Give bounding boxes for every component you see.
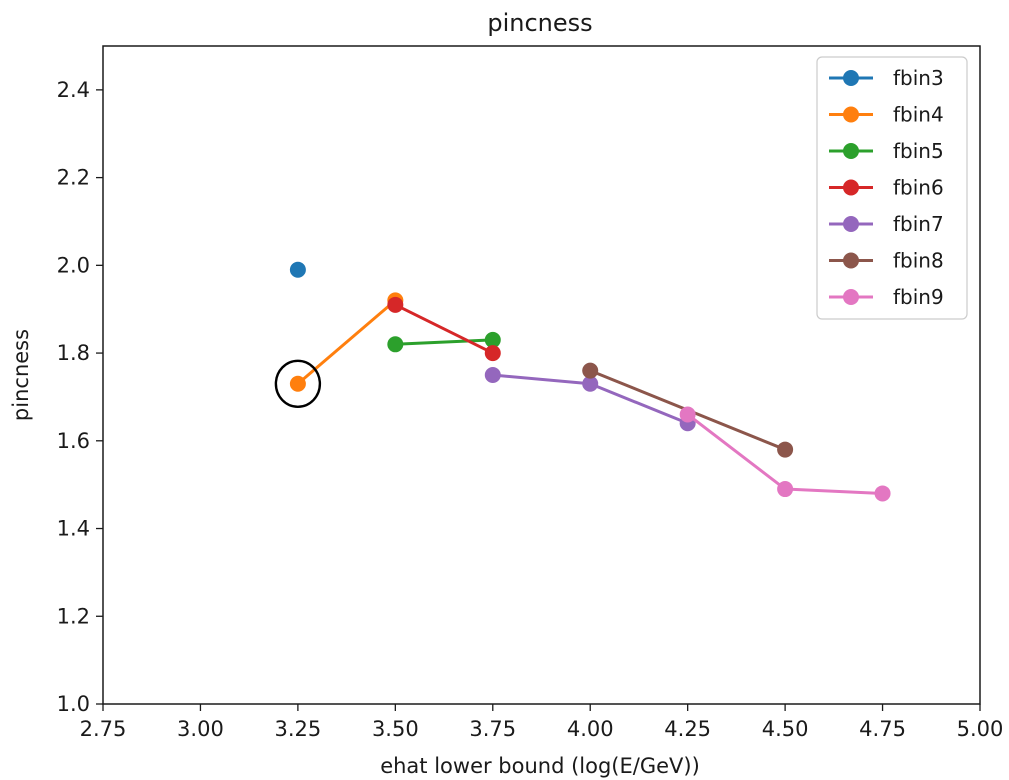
legend-marker bbox=[843, 179, 859, 196]
x-tick-label: 3.75 bbox=[469, 717, 516, 741]
y-tick-label: 1.2 bbox=[57, 604, 90, 628]
data-point bbox=[874, 485, 891, 502]
data-point bbox=[582, 375, 599, 392]
legend: fbin3 fbin4 fbin5 fbin6 fbin7 fbin8 fbin9 bbox=[816, 56, 968, 320]
series-fbin4 bbox=[289, 292, 404, 392]
y-axis: 1.0 1.2 1.4 1.6 1.8 2.0 2.2 2.4 bbox=[57, 78, 103, 716]
legend-label: fbin6 bbox=[893, 176, 944, 200]
data-point bbox=[387, 296, 404, 313]
y-axis-label: pincness bbox=[9, 329, 33, 421]
x-axis: 2.75 3.00 3.25 3.50 3.75 4.00 4.25 4.50 4.75 5.00 bbox=[80, 704, 1004, 741]
legend-label: fbin7 bbox=[893, 212, 944, 236]
legend-label: fbin3 bbox=[893, 66, 944, 90]
series-fbin5 bbox=[387, 331, 501, 353]
series-line bbox=[395, 338, 493, 346]
data-point bbox=[582, 362, 599, 379]
data-point bbox=[679, 406, 696, 423]
y-tick-label: 1.6 bbox=[57, 429, 90, 453]
x-tick-label: 4.75 bbox=[859, 717, 906, 741]
y-tick-label: 1.4 bbox=[57, 517, 90, 541]
x-tick-label: 5.00 bbox=[957, 717, 1004, 741]
legend-marker bbox=[843, 143, 859, 159]
data-point bbox=[387, 336, 404, 353]
legend-marker bbox=[843, 289, 859, 305]
y-tick-label: 2.0 bbox=[57, 253, 90, 277]
highlight-circle bbox=[274, 359, 322, 408]
series-fbin6 bbox=[387, 296, 501, 362]
data-point bbox=[484, 345, 501, 362]
data-point bbox=[289, 375, 306, 392]
legend-item-fbin4: fbin4 bbox=[829, 103, 944, 127]
chart-title: pincness bbox=[487, 9, 592, 37]
data-point bbox=[777, 481, 794, 498]
x-tick-label: 4.50 bbox=[762, 717, 809, 741]
x-tick-label: 3.25 bbox=[275, 717, 322, 741]
legend-marker bbox=[843, 252, 859, 269]
data-point bbox=[777, 441, 794, 458]
y-tick-label: 2.4 bbox=[57, 78, 90, 102]
plot-area-frame bbox=[102, 45, 981, 705]
legend-item-fbin3: fbin3 bbox=[829, 66, 944, 90]
y-tick-label: 2.2 bbox=[57, 166, 90, 190]
x-tick-label: 3.00 bbox=[177, 717, 224, 741]
annotation-layer bbox=[274, 359, 322, 408]
series-fbin3 bbox=[289, 261, 306, 278]
y-tick-label: 1.8 bbox=[57, 341, 90, 365]
legend-label: fbin8 bbox=[893, 249, 944, 273]
legend-marker bbox=[843, 216, 859, 232]
legend-label: fbin4 bbox=[893, 103, 944, 127]
data-point bbox=[484, 331, 501, 348]
x-axis-label: ehat lower bound (log(E/GeV)) bbox=[380, 754, 700, 778]
series-layer bbox=[289, 261, 891, 502]
legend-item-fbin9: fbin9 bbox=[829, 285, 944, 309]
legend-marker bbox=[843, 70, 859, 86]
x-tick-label: 2.75 bbox=[80, 717, 127, 741]
legend-item-fbin8: fbin8 bbox=[829, 249, 944, 273]
legend-item-fbin6: fbin6 bbox=[829, 176, 944, 200]
legend-item-fbin5: fbin5 bbox=[829, 139, 944, 163]
x-tick-label: 3.50 bbox=[372, 717, 419, 741]
series-line bbox=[394, 303, 494, 355]
y-tick-label: 1.0 bbox=[57, 692, 90, 716]
legend-item-fbin7: fbin7 bbox=[829, 212, 944, 236]
series-line bbox=[296, 299, 397, 385]
data-point bbox=[289, 261, 306, 278]
x-tick-label: 4.00 bbox=[567, 717, 614, 741]
legend-label: fbin9 bbox=[893, 285, 944, 309]
x-tick-label: 4.25 bbox=[664, 717, 711, 741]
data-point bbox=[484, 367, 501, 383]
series-fbin9 bbox=[679, 406, 891, 502]
legend-marker bbox=[843, 106, 859, 123]
legend-label: fbin5 bbox=[893, 139, 944, 163]
